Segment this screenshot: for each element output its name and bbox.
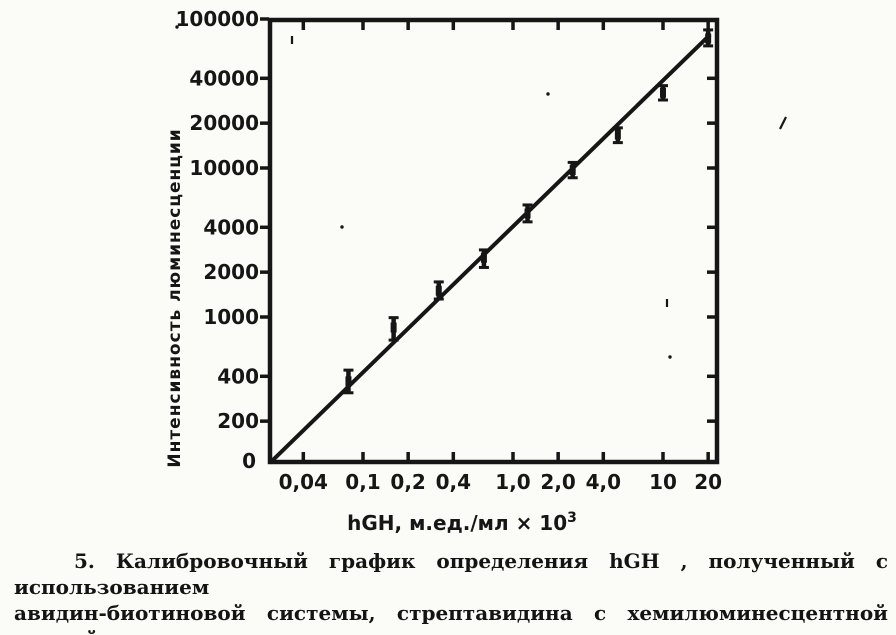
data-point — [658, 84, 668, 102]
scan-speckle — [546, 92, 550, 96]
scan-speckle — [779, 116, 787, 130]
x-tick-label: 0,1 — [345, 470, 380, 494]
y-tick-label: 400 — [217, 364, 259, 388]
data-point — [388, 316, 399, 342]
x-tick-label: 10 — [649, 470, 677, 494]
data-point — [703, 28, 714, 48]
y-tick-label: 1000 — [203, 305, 259, 329]
y-origin-label: 0 — [242, 449, 256, 473]
scan-speckle — [668, 355, 672, 359]
y-tick-label: 4000 — [203, 215, 259, 239]
x-axis-title: hGH, м.ед./мл × 103 — [347, 510, 577, 535]
data-point — [433, 280, 444, 301]
scan-speckle — [340, 225, 344, 229]
x-tick-label: 0,2 — [390, 470, 425, 494]
x-tick-label: 20 — [694, 470, 722, 494]
x-axis-title-superscript: 3 — [567, 510, 577, 526]
data-point — [478, 248, 489, 269]
y-tick-label: 40000 — [189, 66, 259, 90]
x-tick-label: 0,04 — [279, 470, 328, 494]
scan-speckle — [175, 25, 179, 29]
y-tick-label: 100000 — [176, 7, 260, 31]
x-tick-label: 0,4 — [436, 470, 471, 494]
data-point — [343, 368, 354, 395]
y-tick-label: 10000 — [189, 156, 259, 180]
calibration-plot: 0,04 0,1 0,2 0,4 1,0 2,0 4,0 10 2010000040000200… — [165, 7, 787, 535]
fit-line — [268, 33, 712, 465]
y-axis-title: Интенсивность люминесценции — [165, 128, 185, 467]
caption-line-1: 5. Калибровочный график определения hGH … — [14, 549, 888, 599]
caption-line-2: авидин-биотиновой системы, стрептавидина… — [14, 601, 888, 635]
plot-frame — [267, 17, 720, 465]
figure-caption: 5. Калибровочный график определения hGH … — [14, 548, 888, 635]
y-tick-label: 20000 — [189, 111, 259, 135]
x-tick-label: 4,0 — [586, 470, 621, 494]
data-point — [522, 203, 533, 224]
y-tick-label: 2000 — [203, 260, 259, 284]
y-tick-label: 200 — [217, 409, 259, 433]
data-point — [567, 160, 578, 180]
data-point — [612, 126, 623, 145]
x-tick-label: 1,0 — [495, 470, 530, 494]
x-tick-label: 2,0 — [540, 470, 575, 494]
